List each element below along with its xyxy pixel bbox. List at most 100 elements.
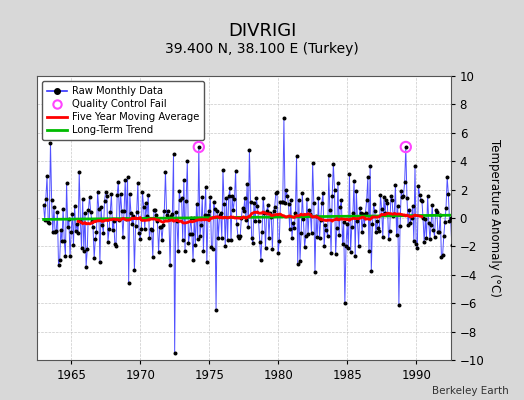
Y-axis label: Temperature Anomaly (°C): Temperature Anomaly (°C) — [488, 139, 501, 297]
Point — [315, 235, 324, 242]
Point — [51, 229, 59, 236]
Point — [383, 200, 391, 206]
Point — [147, 227, 156, 234]
Point — [190, 214, 199, 221]
Point — [419, 215, 427, 222]
Point — [390, 210, 398, 217]
Point — [358, 229, 366, 235]
Point — [296, 258, 304, 264]
Point — [267, 213, 276, 220]
Point — [200, 212, 209, 218]
Point — [430, 233, 439, 240]
Point — [44, 218, 52, 225]
Point — [433, 208, 441, 215]
Point — [326, 207, 334, 214]
Point — [291, 210, 300, 216]
Point — [297, 229, 305, 236]
Point — [279, 199, 287, 206]
Point — [450, 225, 458, 232]
Point — [442, 204, 450, 211]
Point — [163, 208, 172, 215]
Point — [395, 302, 403, 308]
Point — [422, 235, 431, 241]
Point — [258, 229, 266, 235]
Point — [290, 225, 299, 231]
Point — [360, 222, 368, 228]
Point — [202, 184, 210, 191]
Point — [265, 235, 273, 241]
Point — [414, 183, 423, 189]
Point — [137, 226, 146, 233]
Point — [253, 203, 261, 209]
Point — [64, 216, 73, 222]
Point — [179, 237, 187, 243]
Point — [198, 194, 206, 200]
Point — [106, 209, 114, 215]
Point — [288, 234, 296, 241]
Point — [370, 208, 379, 214]
Point — [92, 229, 101, 236]
Point — [182, 197, 190, 204]
Point — [66, 253, 74, 259]
Point — [424, 220, 433, 226]
Point — [292, 153, 301, 160]
Point — [168, 211, 177, 217]
Point — [356, 204, 364, 211]
Point — [340, 219, 348, 226]
Point — [247, 235, 256, 242]
Point — [187, 215, 195, 221]
Point — [345, 171, 354, 177]
Point — [339, 241, 347, 247]
Point — [398, 194, 407, 200]
Point — [230, 196, 238, 203]
Point — [166, 261, 174, 268]
Point — [299, 216, 308, 222]
Point — [136, 236, 144, 242]
Point — [367, 268, 376, 274]
Point — [76, 218, 84, 224]
Point — [407, 215, 416, 221]
Point — [197, 222, 205, 228]
Point — [119, 234, 127, 240]
Point — [330, 187, 339, 193]
Point — [67, 229, 75, 235]
Point — [105, 226, 113, 232]
Point — [107, 191, 116, 198]
Point — [255, 218, 263, 224]
Point — [401, 144, 410, 150]
Point — [405, 206, 413, 213]
Point — [206, 193, 214, 200]
Point — [229, 207, 237, 214]
Point — [89, 224, 97, 230]
Point — [170, 350, 179, 356]
Point — [222, 195, 231, 202]
Point — [227, 237, 235, 244]
Point — [59, 205, 67, 212]
Point — [138, 189, 147, 195]
Point — [69, 242, 78, 248]
Point — [143, 212, 151, 219]
Point — [439, 252, 447, 258]
Point — [241, 195, 249, 202]
Point — [269, 208, 278, 214]
Point — [83, 246, 92, 253]
Point — [211, 206, 219, 212]
Point — [193, 236, 202, 242]
Point — [196, 232, 204, 239]
Point — [328, 193, 336, 199]
Point — [205, 208, 213, 214]
Point — [236, 233, 244, 239]
Point — [126, 191, 134, 197]
Point — [306, 211, 314, 218]
Point — [43, 173, 51, 180]
Point — [68, 210, 77, 217]
Point — [266, 210, 274, 216]
Point — [112, 242, 120, 249]
Point — [181, 248, 189, 254]
Point — [78, 245, 86, 251]
Point — [97, 204, 105, 210]
Point — [437, 254, 445, 261]
Point — [245, 147, 254, 153]
Point — [366, 163, 374, 169]
Point — [74, 230, 82, 236]
